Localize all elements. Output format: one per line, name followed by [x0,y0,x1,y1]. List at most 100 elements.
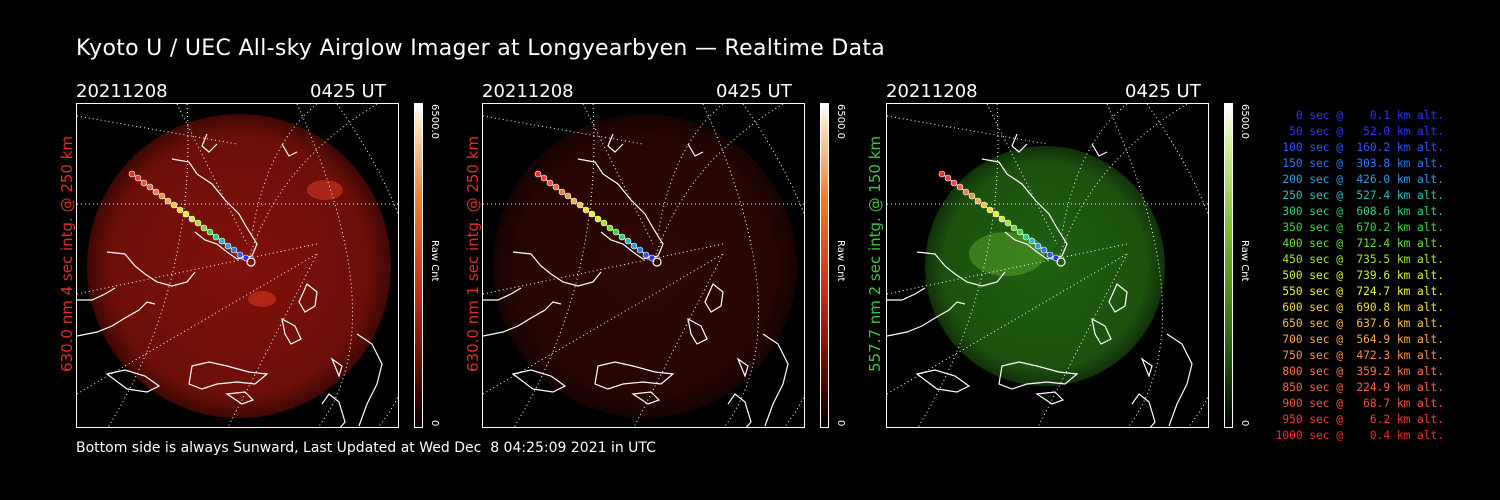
panel-3-scale-unit: Raw Cnt [1239,240,1250,282]
trajectory-point [218,237,226,245]
trajectory-point [1028,237,1036,245]
legend-row: 500 sec @ 739.6 km alt. [1282,269,1444,282]
trajectory-point [176,206,184,214]
trajectory-point [636,246,644,254]
panel-3-scale-max: 6500.0 [1239,104,1250,139]
trajectory-point [164,197,172,205]
legend-row: 800 sec @ 359.2 km alt. [1282,365,1444,378]
trajectory-track [128,170,256,267]
legend-row: 400 sec @ 712.4 km alt. [1282,237,1444,250]
lat-lon-grid [483,104,804,427]
trajectory-point [140,179,148,187]
trajectory-point [600,219,608,227]
trajectory-point [134,174,142,182]
trajectory-point [594,215,602,223]
legend-row: 950 sec @ 6.2 km alt. [1282,413,1444,426]
panel-3-scale-min: 0 [1239,420,1250,427]
legend-row: 450 sec @ 735.5 km alt. [1282,253,1444,266]
trajectory-point [962,188,970,196]
legend-row: 50 sec @ 52.0 km alt. [1289,125,1444,138]
panel-3-time: 0425 UT [1125,81,1201,102]
aurora-emission [969,232,1045,276]
trajectory-point [938,170,946,178]
panel-2-scale-min: 0 [835,420,846,427]
trajectory-point [194,219,202,227]
trajectory-point [642,251,650,259]
trajectory-point [212,233,220,241]
panel-3-image [886,103,1209,428]
legend-row: 600 sec @ 690.8 km alt. [1282,301,1444,314]
aurora-emission [248,291,276,307]
trajectory-point [630,242,638,250]
panel-1-scale-max: 6500.0 [429,104,440,139]
trajectory-point [570,197,578,205]
trajectory-point [624,237,632,245]
coastline [483,133,789,427]
panel-1-colorbar [414,103,423,428]
coastline [77,133,383,427]
page-title: Kyoto U / UEC All-sky Airglow Imager at … [76,36,886,61]
panel-1-image [76,103,399,428]
trajectory-point [980,201,988,209]
trajectory-point [552,183,560,191]
coastline [887,133,1193,427]
legend-row: 550 sec @ 724.7 km alt. [1282,285,1444,298]
panel-2-wavelength-label: 630.0 nm 1 sec intg. @ 250 km [464,135,482,372]
legend-row: 850 sec @ 224.9 km alt. [1282,381,1444,394]
panel-1-time: 0425 UT [310,81,386,102]
trajectory-point [1040,246,1048,254]
panel-3-date: 20211208 [886,81,978,102]
panel-1-scale-min: 0 [429,420,440,427]
trajectory-point [564,192,572,200]
trajectory-point [1034,242,1042,250]
trajectory-point [188,215,196,223]
trajectory-point [236,251,244,259]
legend-row: 150 sec @ 303.8 km alt. [1282,157,1444,170]
trajectory-point [986,206,994,214]
trajectory-point [230,246,238,254]
trajectory-point [974,197,982,205]
trajectory-point [224,242,232,250]
trajectory-point [582,206,590,214]
trajectory-point [1046,251,1054,259]
footer-note: Bottom side is always Sunward, Last Upda… [76,440,656,456]
trajectory-point [944,174,952,182]
trajectory-point [540,174,548,182]
legend-row: 200 sec @ 426.0 km alt. [1282,173,1444,186]
trajectory-point [956,183,964,191]
legend-row: 900 sec @ 68.7 km alt. [1282,397,1444,410]
panel-1-wavelength-label: 630.0 nm 4 sec intg. @ 250 km [58,135,76,372]
trajectory-point [1022,233,1030,241]
trajectory-point [612,228,620,236]
legend-row: 100 sec @ 160.2 km alt. [1282,141,1444,154]
panel-3-colorbar [1224,103,1233,428]
trajectory-point [534,170,542,178]
trajectory-point [546,179,554,187]
trajectory-legend: 0 sec @ 0.1 km alt. 50 sec @ 52.0 km alt.… [1258,108,1444,444]
legend-row: 250 sec @ 527.4 km alt. [1282,189,1444,202]
trajectory-track [938,170,1066,267]
legend-row: 650 sec @ 637.6 km alt. [1282,317,1444,330]
legend-row: 1000 sec @ 0.4 km alt. [1275,429,1444,442]
trajectory-point [182,210,190,218]
trajectory-point [618,233,626,241]
airglow-disk [925,146,1165,386]
trajectory-point [576,201,584,209]
legend-row: 0 sec @ 0.1 km alt. [1295,109,1444,122]
trajectory-point [998,215,1006,223]
station-marker [652,257,662,267]
airglow-disk [493,114,797,418]
trajectory-point [1004,219,1012,227]
lat-lon-grid [887,104,1208,427]
aurora-emission [307,180,343,200]
trajectory-point [206,228,214,236]
trajectory-point [992,210,1000,218]
legend-row: 700 sec @ 564.9 km alt. [1282,333,1444,346]
trajectory-track [534,170,662,267]
trajectory-point [146,183,154,191]
trajectory-point [606,224,614,232]
trajectory-point [558,188,566,196]
lat-lon-grid [77,104,398,427]
trajectory-point [128,170,136,178]
trajectory-point [152,188,160,196]
